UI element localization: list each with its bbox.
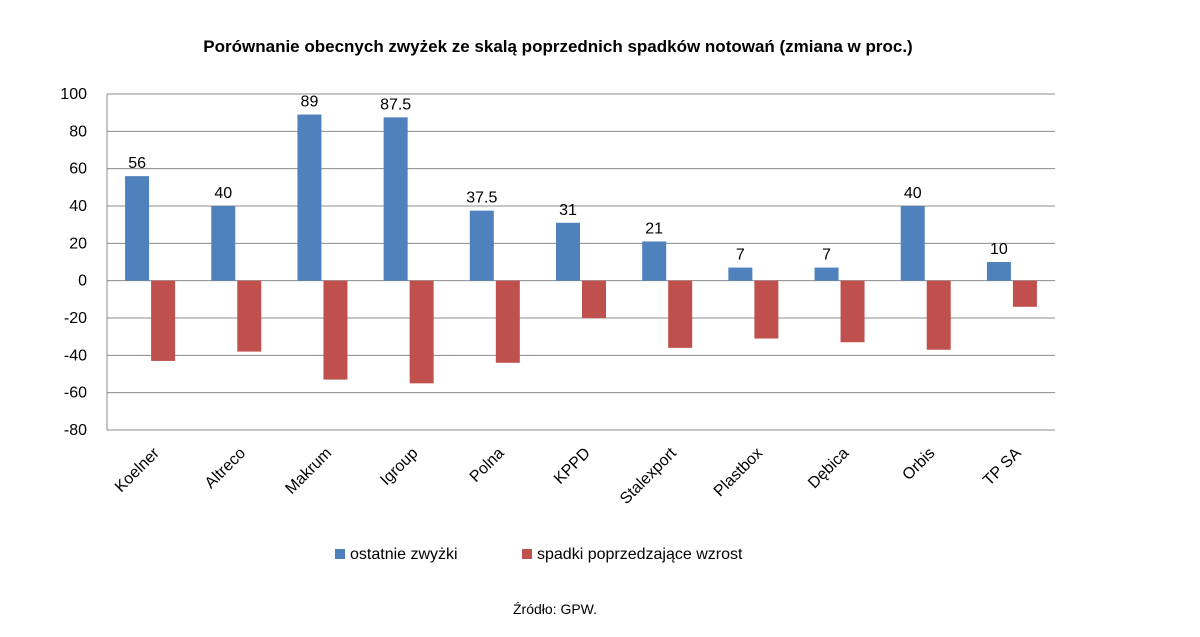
- bar-spadki-0: [151, 280, 176, 361]
- y-tick-label: 80: [69, 123, 87, 140]
- bar-spadki-7: [754, 280, 779, 339]
- x-tick-label: Orbis: [899, 445, 938, 484]
- bar-ostatnie-zwyzki-6: [642, 241, 667, 281]
- chart-title: Porównanie obecnych zwyżek ze skalą popr…: [203, 37, 912, 56]
- y-tick-label: 100: [60, 86, 87, 103]
- data-label: 7: [736, 247, 745, 264]
- y-tick-label: 60: [69, 161, 87, 178]
- bar-ostatnie-zwyzki-3: [383, 117, 408, 281]
- data-label: 31: [559, 202, 577, 219]
- data-label: 87.5: [380, 96, 411, 113]
- bar-ostatnie-zwyzki-9: [900, 206, 925, 281]
- x-tick-label: Polna: [467, 445, 508, 486]
- data-labels: 56 40 89 87.5 37.5 31 21 7 7 40 10: [128, 94, 1008, 264]
- x-tick-label: Koelner: [112, 444, 163, 495]
- data-label: 40: [214, 185, 232, 202]
- x-tick-label: Stalexport: [617, 444, 680, 507]
- y-tick-label: 20: [69, 235, 87, 252]
- bar-ostatnie-zwyzki-0: [125, 176, 150, 281]
- y-tick-label: -40: [64, 347, 87, 364]
- bar-ostatnie-zwyzki-7: [728, 267, 753, 281]
- x-tick-label: Igroup: [377, 445, 421, 489]
- legend: ostatnie zwyżki spadki poprzedzające wzr…: [335, 546, 743, 563]
- x-tick-label: KPPD: [551, 445, 594, 488]
- bar-ostatnie-zwyzki-2: [297, 114, 322, 281]
- y-tick-label: 40: [69, 198, 87, 215]
- gridlines: [106, 93, 1055, 431]
- legend-swatch-spadki: [522, 549, 532, 559]
- legend-label-spadki: spadki poprzedzające wzrost: [537, 546, 743, 563]
- data-label: 56: [128, 155, 146, 172]
- bar-spadki-5: [582, 280, 606, 318]
- bar-spadki-4: [495, 280, 520, 363]
- data-label: 7: [822, 247, 831, 264]
- x-tick-label: Dębica: [805, 445, 852, 492]
- bar-ostatnie-zwyzki-4: [469, 210, 494, 281]
- bar-spadki-1: [237, 280, 262, 352]
- legend-swatch-ostatnie-zwyzki: [335, 549, 345, 559]
- bar-spadki-9: [926, 280, 951, 350]
- bar-ostatnie-zwyzki-10: [986, 262, 1011, 281]
- y-axis-ticks: 100 80 60 40 20 0 -20 -40 -60 -80: [60, 86, 87, 439]
- x-tick-label: Plastbox: [711, 445, 766, 500]
- bar-ostatnie-zwyzki-1: [211, 206, 236, 281]
- data-label: 40: [904, 185, 922, 202]
- bars: [125, 114, 1037, 384]
- y-tick-label: 0: [78, 273, 87, 290]
- source-note: Źródło: GPW.: [513, 601, 597, 617]
- data-label: 37.5: [466, 190, 497, 207]
- bar-spadki-6: [668, 280, 693, 348]
- data-label: 89: [301, 94, 319, 111]
- x-tick-label: TP SA: [980, 445, 1025, 490]
- x-axis-ticks: Koelner Altreco Makrum Igroup Polna KPPD Stale…: [112, 444, 1025, 507]
- x-tick-label: Makrum: [282, 445, 335, 498]
- bar-spadki-3: [409, 280, 434, 384]
- legend-label-ostatnie-zwyzki: ostatnie zwyżki: [350, 546, 458, 563]
- x-tick-label: Altreco: [202, 445, 249, 492]
- data-label: 10: [990, 241, 1008, 258]
- data-label: 21: [645, 220, 663, 237]
- y-tick-label: -20: [64, 310, 87, 327]
- y-tick-label: -80: [64, 422, 87, 439]
- bar-ostatnie-zwyzki-5: [556, 222, 580, 281]
- y-tick-label: -60: [64, 385, 87, 402]
- bar-spadki-8: [840, 280, 865, 343]
- bar-spadki-10: [1012, 280, 1037, 307]
- bar-spadki-2: [323, 280, 348, 380]
- bar-ostatnie-zwyzki-8: [814, 267, 839, 281]
